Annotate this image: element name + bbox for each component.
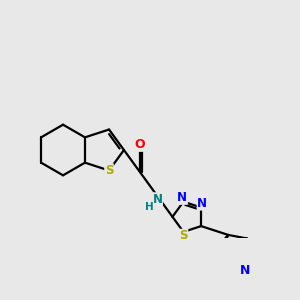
Text: H: H — [145, 202, 154, 212]
Text: S: S — [105, 164, 113, 177]
Text: S: S — [179, 229, 188, 242]
Text: N: N — [177, 191, 187, 204]
Text: O: O — [135, 138, 146, 151]
Text: N: N — [240, 264, 250, 277]
Text: N: N — [152, 193, 162, 206]
Text: N: N — [197, 197, 207, 210]
